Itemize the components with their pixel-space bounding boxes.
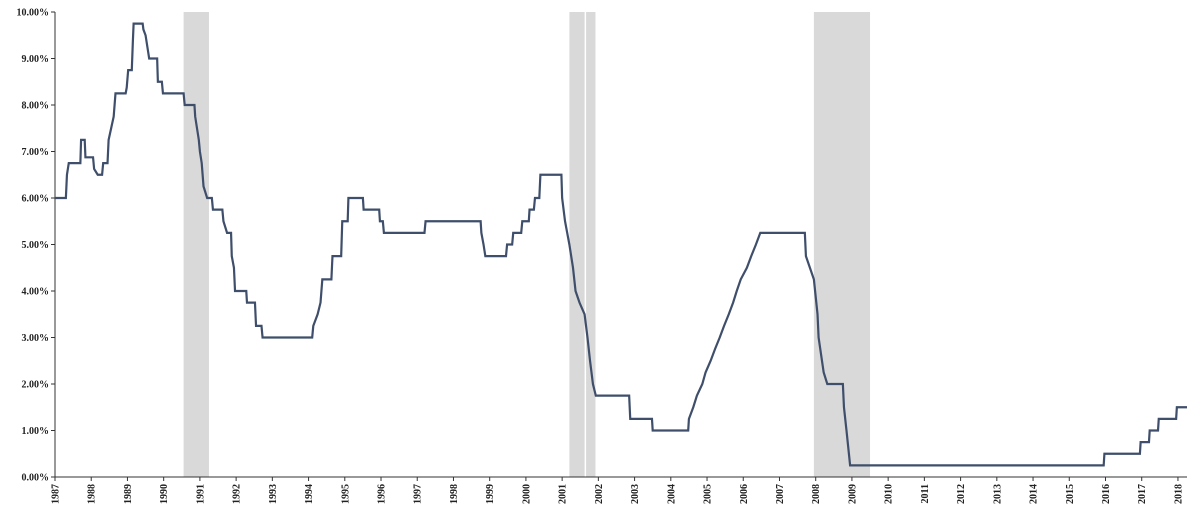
x-tick-label: 2013 — [992, 484, 1003, 504]
x-tick-label: 2003 — [630, 484, 641, 504]
series-line-0 — [55, 22, 1187, 467]
x-tick-label: 1994 — [304, 484, 315, 504]
recession-band-0 — [183, 12, 209, 477]
y-tick-label: 3.00% — [22, 333, 50, 344]
x-tick-label: 2011 — [920, 484, 931, 503]
x-tick-label: 1996 — [377, 484, 388, 504]
recession-band-1 — [569, 12, 596, 477]
axes — [54, 12, 1187, 478]
x-tick-label: 2001 — [558, 484, 569, 504]
x-tick-label: 1995 — [340, 484, 351, 504]
x-tick-label: 2008 — [811, 484, 822, 504]
x-tick-label: 2006 — [739, 484, 750, 504]
y-tick-label: 2.00% — [22, 380, 50, 391]
y-tick-label: 9.00% — [22, 54, 50, 65]
x-tick-label: 1999 — [485, 484, 496, 504]
x-axis-ticks: 1987 1988 1989 1990 1991 1992 1993 1994 1995 1996… — [51, 477, 1184, 504]
series-layer — [55, 22, 1187, 467]
y-tick-label: 6.00% — [22, 194, 50, 205]
x-tick-label: 1991 — [195, 484, 206, 504]
x-tick-label: 1988 — [87, 484, 98, 504]
y-tick-label: 8.00% — [22, 101, 50, 112]
x-tick-label: 2014 — [1029, 484, 1040, 504]
y-tick-label: 5.00% — [22, 240, 50, 251]
x-tick-label: 2004 — [666, 484, 677, 504]
x-tick-label: 1992 — [232, 484, 243, 504]
y-tick-label: 0.00% — [22, 473, 50, 484]
recession-band-2 — [813, 12, 871, 477]
recession-shading-layer — [183, 12, 871, 477]
x-tick-label: 2000 — [521, 484, 532, 504]
y-axis-ticks: 0.00% 1.00% 2.00% 3.00% 4.00% 5.00% 6.00% 7.00%… — [17, 8, 55, 484]
x-tick-label: 2002 — [594, 484, 605, 504]
x-tick-label: 1993 — [268, 484, 279, 504]
x-tick-label: 1997 — [413, 484, 424, 504]
x-tick-label: 2017 — [1137, 484, 1148, 504]
y-tick-label: 10.00% — [17, 8, 50, 19]
x-tick-label: 2016 — [1101, 484, 1112, 504]
x-tick-label: 2015 — [1065, 484, 1076, 504]
y-tick-label: 1.00% — [22, 426, 50, 437]
x-tick-label: 2005 — [703, 484, 714, 504]
y-tick-label: 4.00% — [22, 287, 50, 298]
x-tick-label: 2007 — [775, 484, 786, 504]
recession-band-divider — [584, 12, 587, 477]
x-tick-label: 1990 — [159, 484, 170, 504]
x-tick-label: 1998 — [449, 484, 460, 504]
x-tick-label: 1987 — [51, 484, 62, 504]
x-tick-label: 2009 — [847, 484, 858, 504]
x-tick-label: 2012 — [956, 484, 967, 504]
x-tick-label: 1989 — [123, 484, 134, 504]
x-tick-label: 2010 — [884, 484, 895, 504]
x-tick-label: 2018 — [1173, 484, 1184, 504]
y-tick-label: 7.00% — [22, 147, 50, 158]
